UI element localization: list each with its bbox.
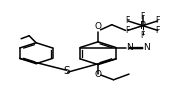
Text: F: F bbox=[155, 16, 160, 25]
Text: O: O bbox=[95, 70, 101, 79]
Text: F: F bbox=[141, 31, 145, 40]
Text: F: F bbox=[126, 16, 130, 25]
Text: P: P bbox=[140, 21, 146, 31]
Text: F: F bbox=[126, 26, 130, 35]
Text: F: F bbox=[141, 12, 145, 21]
Text: N: N bbox=[143, 43, 150, 52]
Text: N: N bbox=[126, 43, 133, 52]
Text: F: F bbox=[155, 26, 160, 35]
Text: O: O bbox=[95, 22, 101, 31]
Text: S: S bbox=[63, 66, 70, 76]
